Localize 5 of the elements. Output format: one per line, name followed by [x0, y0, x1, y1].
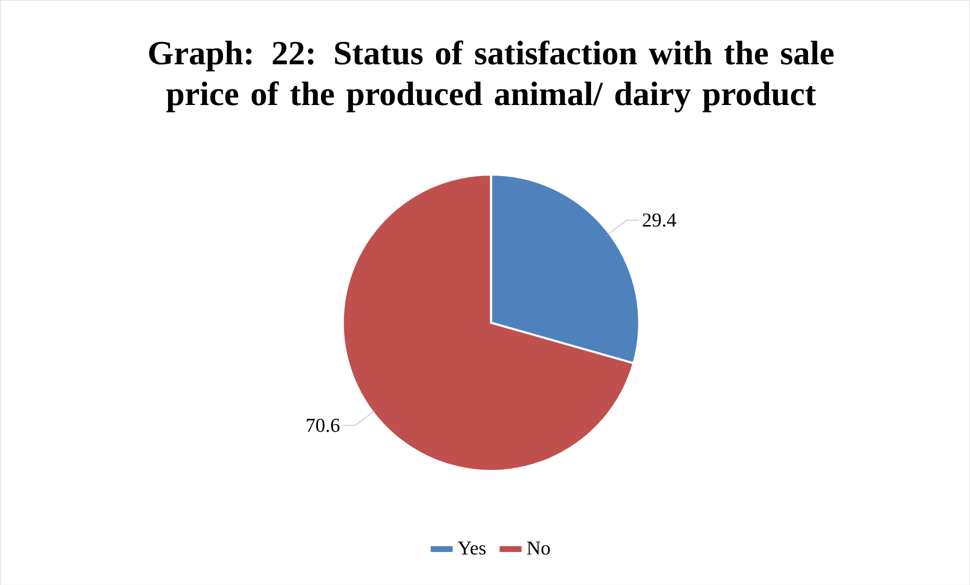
chart-title: Graph: 22: Status of satisfaction with the sale price of the produced animal/ dairy product [149, 40, 834, 112]
legend-label: No [527, 541, 550, 554]
legend-label: Yes [458, 541, 486, 554]
data-label: 29.4 [642, 213, 676, 227]
data-label: 70.6 [306, 418, 340, 432]
